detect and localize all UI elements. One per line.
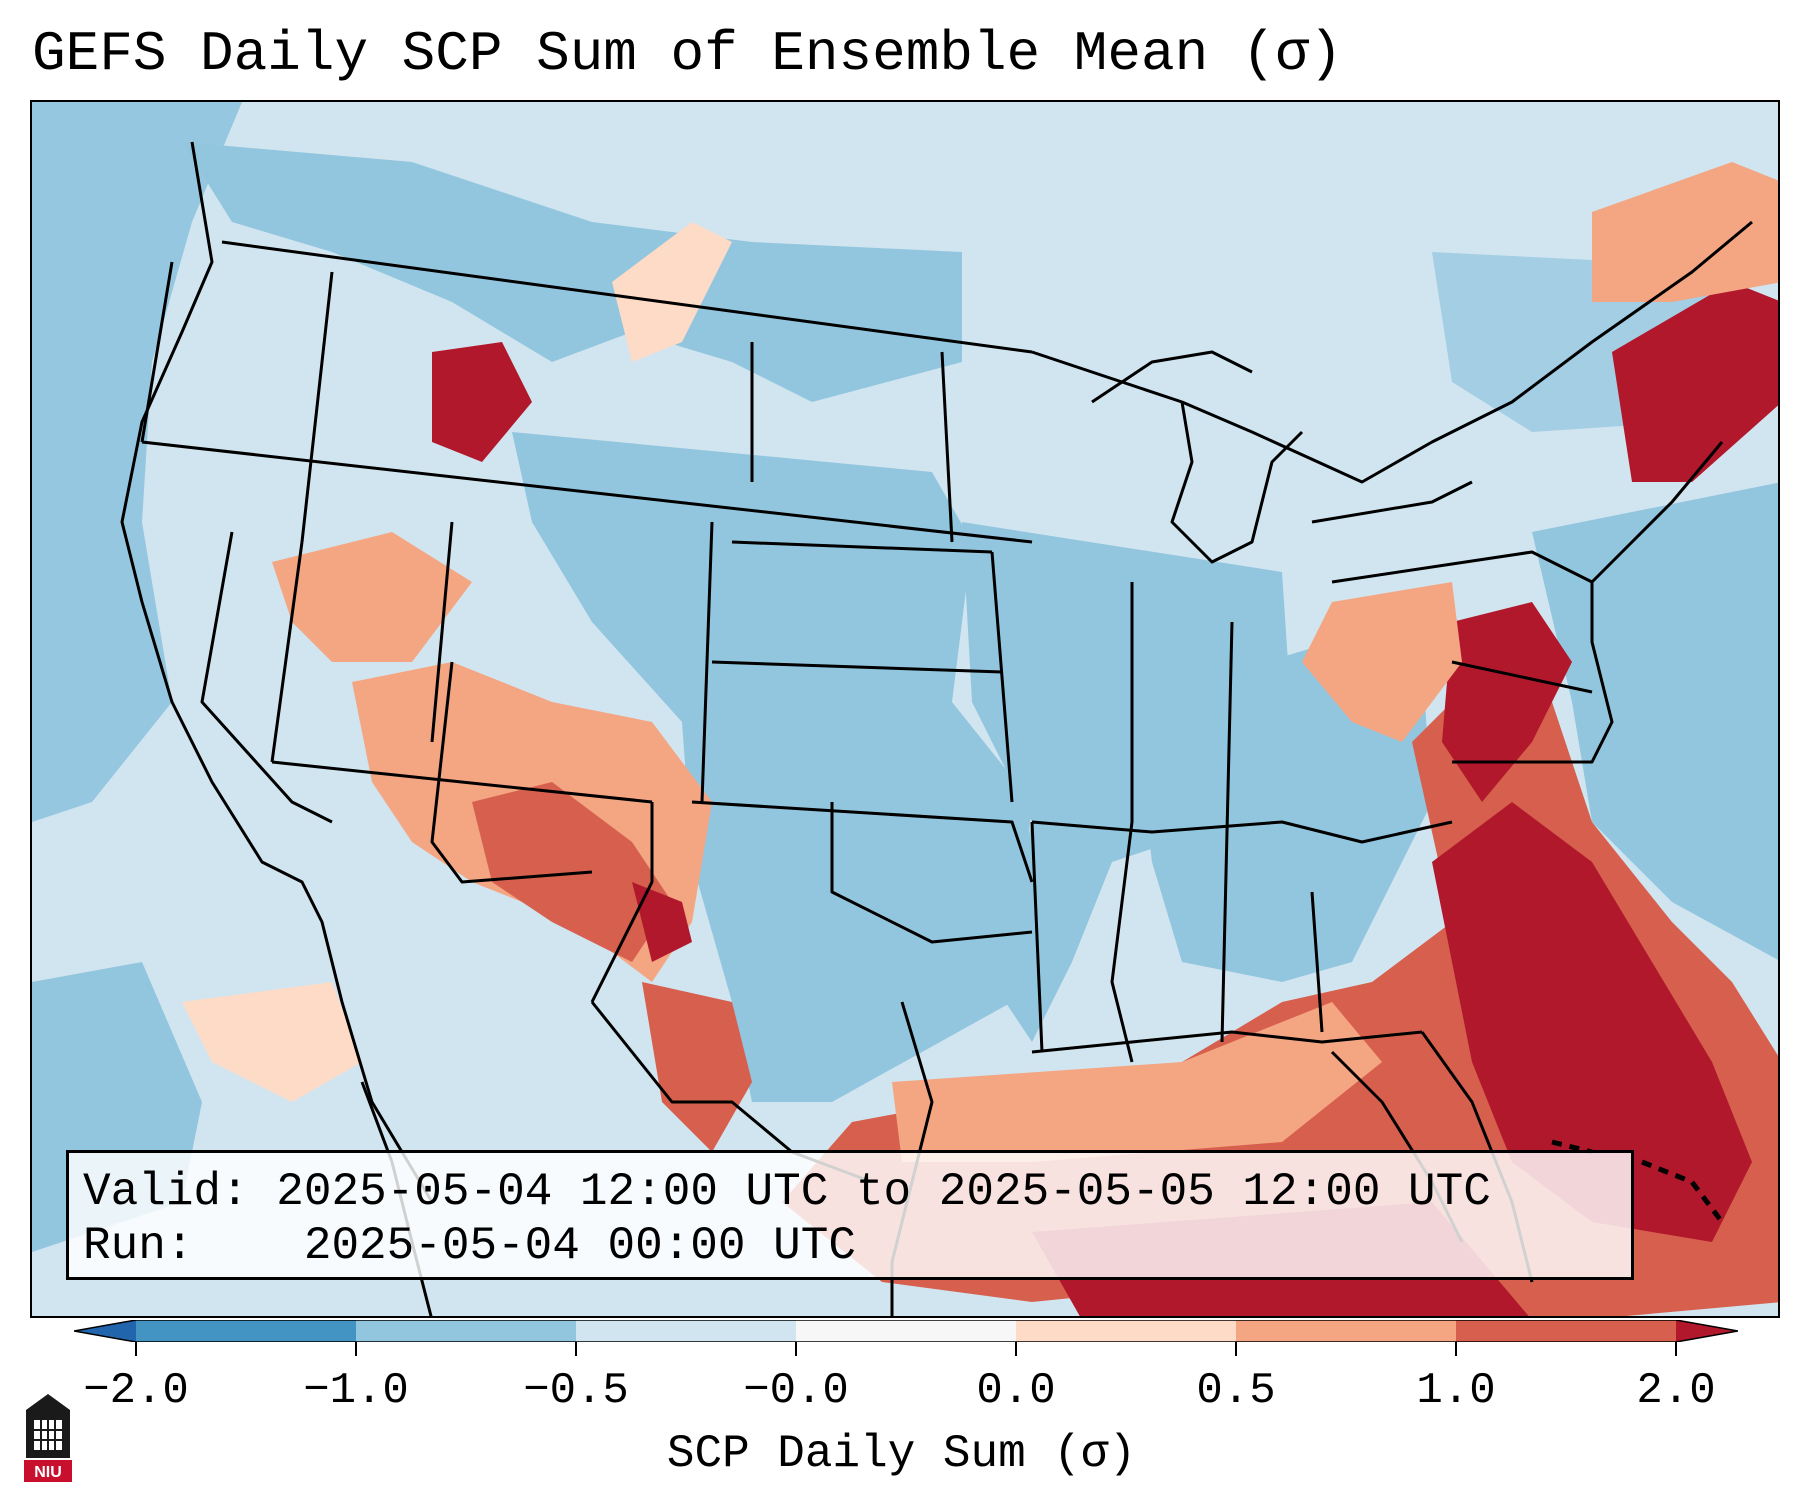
validity-box: Valid: 2025-05-04 12:00 UTC to 2025-05-0…	[66, 1150, 1634, 1280]
pa-line	[1331, 550, 1593, 584]
logo-banner	[24, 1460, 72, 1482]
colorbar-tick	[1455, 1342, 1457, 1356]
east-coast	[1452, 441, 1724, 764]
colorbar-tick-label: 2.0	[1636, 1366, 1716, 1416]
ga-line	[1310, 891, 1324, 1033]
az-ut	[271, 760, 653, 804]
colorbar-tick	[795, 1342, 797, 1356]
ut-wy	[430, 521, 454, 743]
field-plains	[512, 432, 1032, 1102]
field-montana-light	[612, 222, 732, 362]
field-texas-warm	[642, 982, 752, 1152]
colorbar-tick	[135, 1342, 137, 1356]
ms-river	[1110, 582, 1134, 1063]
run-value: 2025-05-04 00:00 UTC	[303, 1220, 856, 1272]
ok-tx	[830, 802, 1033, 944]
field-maritimes-warm	[1592, 162, 1778, 302]
colorbar-bin	[136, 1320, 357, 1342]
state-line-north	[141, 440, 1033, 544]
nm-tx	[590, 802, 654, 1003]
colorbar-tick	[1675, 1342, 1677, 1356]
lake-superior	[1091, 350, 1253, 404]
field-pacific-band	[32, 102, 242, 822]
field-northwest	[182, 142, 962, 402]
colorbar-bin	[1456, 1320, 1677, 1342]
canada-border-west	[221, 240, 1033, 354]
colorbar-bin	[1016, 1320, 1237, 1342]
colorbar-bin	[356, 1320, 577, 1342]
great-lakes-michigan	[1170, 401, 1304, 564]
id-line	[300, 271, 334, 543]
islands	[1551, 1139, 1724, 1224]
field-gulf-warm	[892, 1002, 1382, 1162]
colorbar	[74, 1320, 1738, 1342]
niu-logo: NIU	[24, 1394, 72, 1482]
field-idaho-max	[432, 342, 532, 462]
canada-border-east	[1031, 220, 1753, 484]
mo-line	[990, 551, 1014, 803]
colorbar-tick-label: 0.0	[976, 1366, 1056, 1416]
boundaries	[120, 141, 1753, 1316]
al-line	[1220, 621, 1234, 1043]
field-ohio-valley-warm	[1302, 582, 1462, 742]
colorbar-over-extension	[1676, 1320, 1738, 1342]
run-label: Run:	[83, 1220, 194, 1272]
field-new-england-max	[1612, 282, 1778, 482]
field-carolinas-max	[1442, 602, 1572, 802]
ok-line	[691, 800, 1034, 883]
colorbar-tick	[1235, 1342, 1237, 1356]
tn-line	[1031, 820, 1453, 844]
colorbar-tick-label: 1.0	[1416, 1366, 1496, 1416]
field-nevada-warm	[272, 532, 472, 662]
valid-value: 2025-05-04 12:00 UTC to 2025-05-05 12:00…	[276, 1166, 1491, 1218]
colorbar-label: SCP Daily Sum (σ)	[666, 1428, 1137, 1480]
chart-title: GEFS Daily SCP Sum of Ensemble Mean (σ)	[32, 22, 1343, 86]
colorbar-under-extension	[74, 1320, 136, 1342]
ks-ne	[711, 660, 1003, 674]
ne-sd	[731, 540, 993, 554]
colorbar-bin	[1236, 1320, 1457, 1342]
field-new-mexico-warm	[472, 782, 672, 962]
ar-la	[1030, 821, 1044, 1053]
colorbar-tick	[1015, 1342, 1017, 1356]
gulf-states	[1031, 1030, 1423, 1054]
nd-mn	[940, 351, 954, 543]
field-baja-light	[182, 982, 362, 1102]
va-line	[1451, 660, 1593, 694]
nv-ut	[270, 541, 304, 763]
map-panel	[30, 100, 1780, 1318]
colorbar-tick-label: −0.0	[743, 1366, 849, 1416]
lake-erie	[1311, 480, 1473, 524]
west-coastline	[120, 141, 434, 1203]
colorbar-bin	[796, 1320, 1017, 1342]
field-florida-max	[1432, 802, 1752, 1242]
colorbar-tick-label: −1.0	[303, 1366, 409, 1416]
field-southeast-blue	[1132, 642, 1432, 982]
field-midwest	[962, 522, 1292, 1042]
colorbar-tick-label: 0.5	[1196, 1366, 1276, 1416]
colorbar-tick	[355, 1342, 357, 1356]
ut-co	[430, 661, 593, 884]
colorbar-tick-label: −0.5	[523, 1366, 629, 1416]
map-svg	[32, 102, 1778, 1316]
ca-nv	[200, 531, 333, 824]
co-ks	[700, 521, 714, 803]
valid-label: Valid:	[83, 1166, 249, 1218]
logo-text: NIU	[34, 1464, 62, 1481]
colorbar-bin	[576, 1320, 797, 1342]
colorbar-tick-label: −2.0	[83, 1366, 189, 1416]
colorbar-tick	[575, 1342, 577, 1356]
colorbar-ticks: −2.0 −1.0 −0.5 −0.0 0.0 0.5 1.0 2.0	[0, 1342, 1803, 1422]
wa-or	[140, 261, 174, 443]
field-new-mexico-max	[632, 882, 692, 962]
bahamas-west	[1551, 1139, 1593, 1155]
